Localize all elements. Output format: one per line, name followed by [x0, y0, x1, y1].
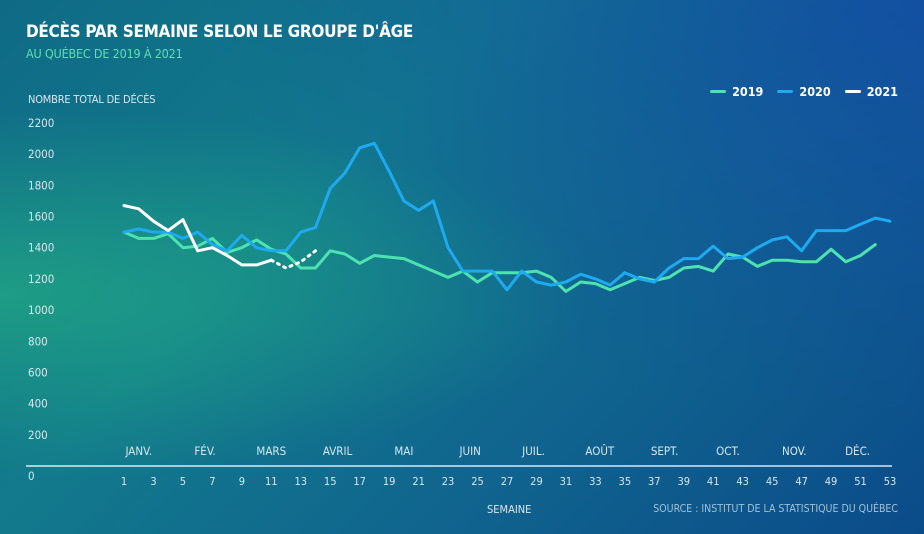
legend-item-2020: 2020 [777, 84, 831, 99]
y-tick-label-2000: 2000 [28, 147, 54, 161]
chart-title: DÉCÈS PAR SEMAINE SELON LE GROUPE D'ÂGE [26, 22, 414, 42]
x-tick-label-13: 13 [294, 475, 307, 488]
series-line-2021 [122, 204, 273, 267]
x-tick-label-15: 15 [324, 475, 337, 488]
x-tick-label-35: 35 [619, 475, 632, 488]
x-tick-label-1: 1 [121, 475, 127, 488]
month-label: SEPT. [651, 444, 679, 458]
x-tick-label-3: 3 [150, 475, 156, 488]
x-tick-label-51: 51 [854, 475, 867, 488]
x-tick-label-41: 41 [707, 475, 720, 488]
x-tick-label-27: 27 [501, 475, 514, 488]
x-tick-label-17: 17 [353, 475, 366, 488]
month-label: OCT. [716, 444, 740, 458]
y-tick-label-1200: 1200 [28, 272, 54, 286]
legend-swatch-2019 [710, 90, 727, 93]
month-label: JANV. [124, 444, 152, 458]
month-label: DÉC. [845, 443, 870, 458]
x-tick-label-29: 29 [530, 475, 543, 488]
legend-label-2019: 2019 [732, 84, 764, 99]
legend-item-2021: 2021 [844, 84, 898, 99]
x-tick-label-25: 25 [471, 475, 484, 488]
y-tick-label-0: 0 [28, 469, 35, 483]
legend-swatch-2021 [844, 90, 861, 93]
x-tick-label-47: 47 [795, 475, 808, 488]
chart-subtitle: AU QUÉBEC DE 2019 À 2021 [26, 46, 183, 61]
x-tick-label-49: 49 [825, 475, 838, 488]
month-label: AVRIL [323, 444, 353, 458]
x-axis-label: SEMAINE [487, 503, 532, 516]
month-label: AOÛT [585, 443, 615, 458]
y-tick-label-800: 800 [28, 334, 48, 348]
legend: 2019 2020 2021 [710, 84, 898, 99]
x-tick-label-19: 19 [383, 475, 396, 488]
series-line-2020 [122, 141, 892, 292]
x-tick-label-21: 21 [412, 475, 425, 488]
y-tick-label-2200: 2200 [28, 116, 54, 130]
legend-label-2020: 2020 [799, 84, 831, 99]
y-axis-label: NOMBRE TOTAL DE DÉCÈS [28, 93, 156, 106]
month-label: MARS [256, 444, 286, 458]
x-tick-label-43: 43 [736, 475, 749, 488]
y-tick-label-1800: 1800 [28, 178, 54, 192]
x-tick-label-37: 37 [648, 475, 661, 488]
series-line-2019 [122, 230, 877, 293]
month-label: JUIL. [521, 444, 545, 458]
legend-item-2019: 2019 [710, 84, 763, 99]
x-tick-label-33: 33 [589, 475, 602, 488]
legend-swatch-2020 [777, 90, 794, 93]
x-tick-label-5: 5 [180, 475, 186, 488]
x-tick-label-39: 39 [677, 475, 690, 488]
month-label: FÉV. [194, 443, 215, 458]
source-note: SOURCE : INSTITUT DE LA STATISTIQUE DU Q… [653, 503, 898, 515]
y-tick-label-1000: 1000 [28, 303, 54, 317]
x-tick-label-9: 9 [239, 475, 245, 488]
y-tick-label-400: 400 [28, 397, 48, 411]
month-label: JUIN [458, 444, 480, 458]
x-tick-label-45: 45 [766, 475, 779, 488]
x-tick-label-7: 7 [209, 475, 215, 488]
month-label: NOV. [782, 444, 807, 458]
legend-label-2021: 2021 [866, 84, 898, 99]
x-tick-label-31: 31 [560, 475, 573, 488]
month-label: MAI [394, 444, 413, 458]
x-tick-label-53: 53 [884, 475, 897, 488]
x-tick-label-11: 11 [265, 475, 278, 488]
y-tick-label-600: 600 [28, 365, 48, 379]
y-tick-label-200: 200 [28, 428, 48, 442]
y-tick-label-1400: 1400 [28, 241, 54, 255]
series-line-2021-projection [269, 249, 317, 270]
x-tick-label-23: 23 [442, 475, 455, 488]
y-tick-label-1600: 1600 [28, 210, 54, 224]
